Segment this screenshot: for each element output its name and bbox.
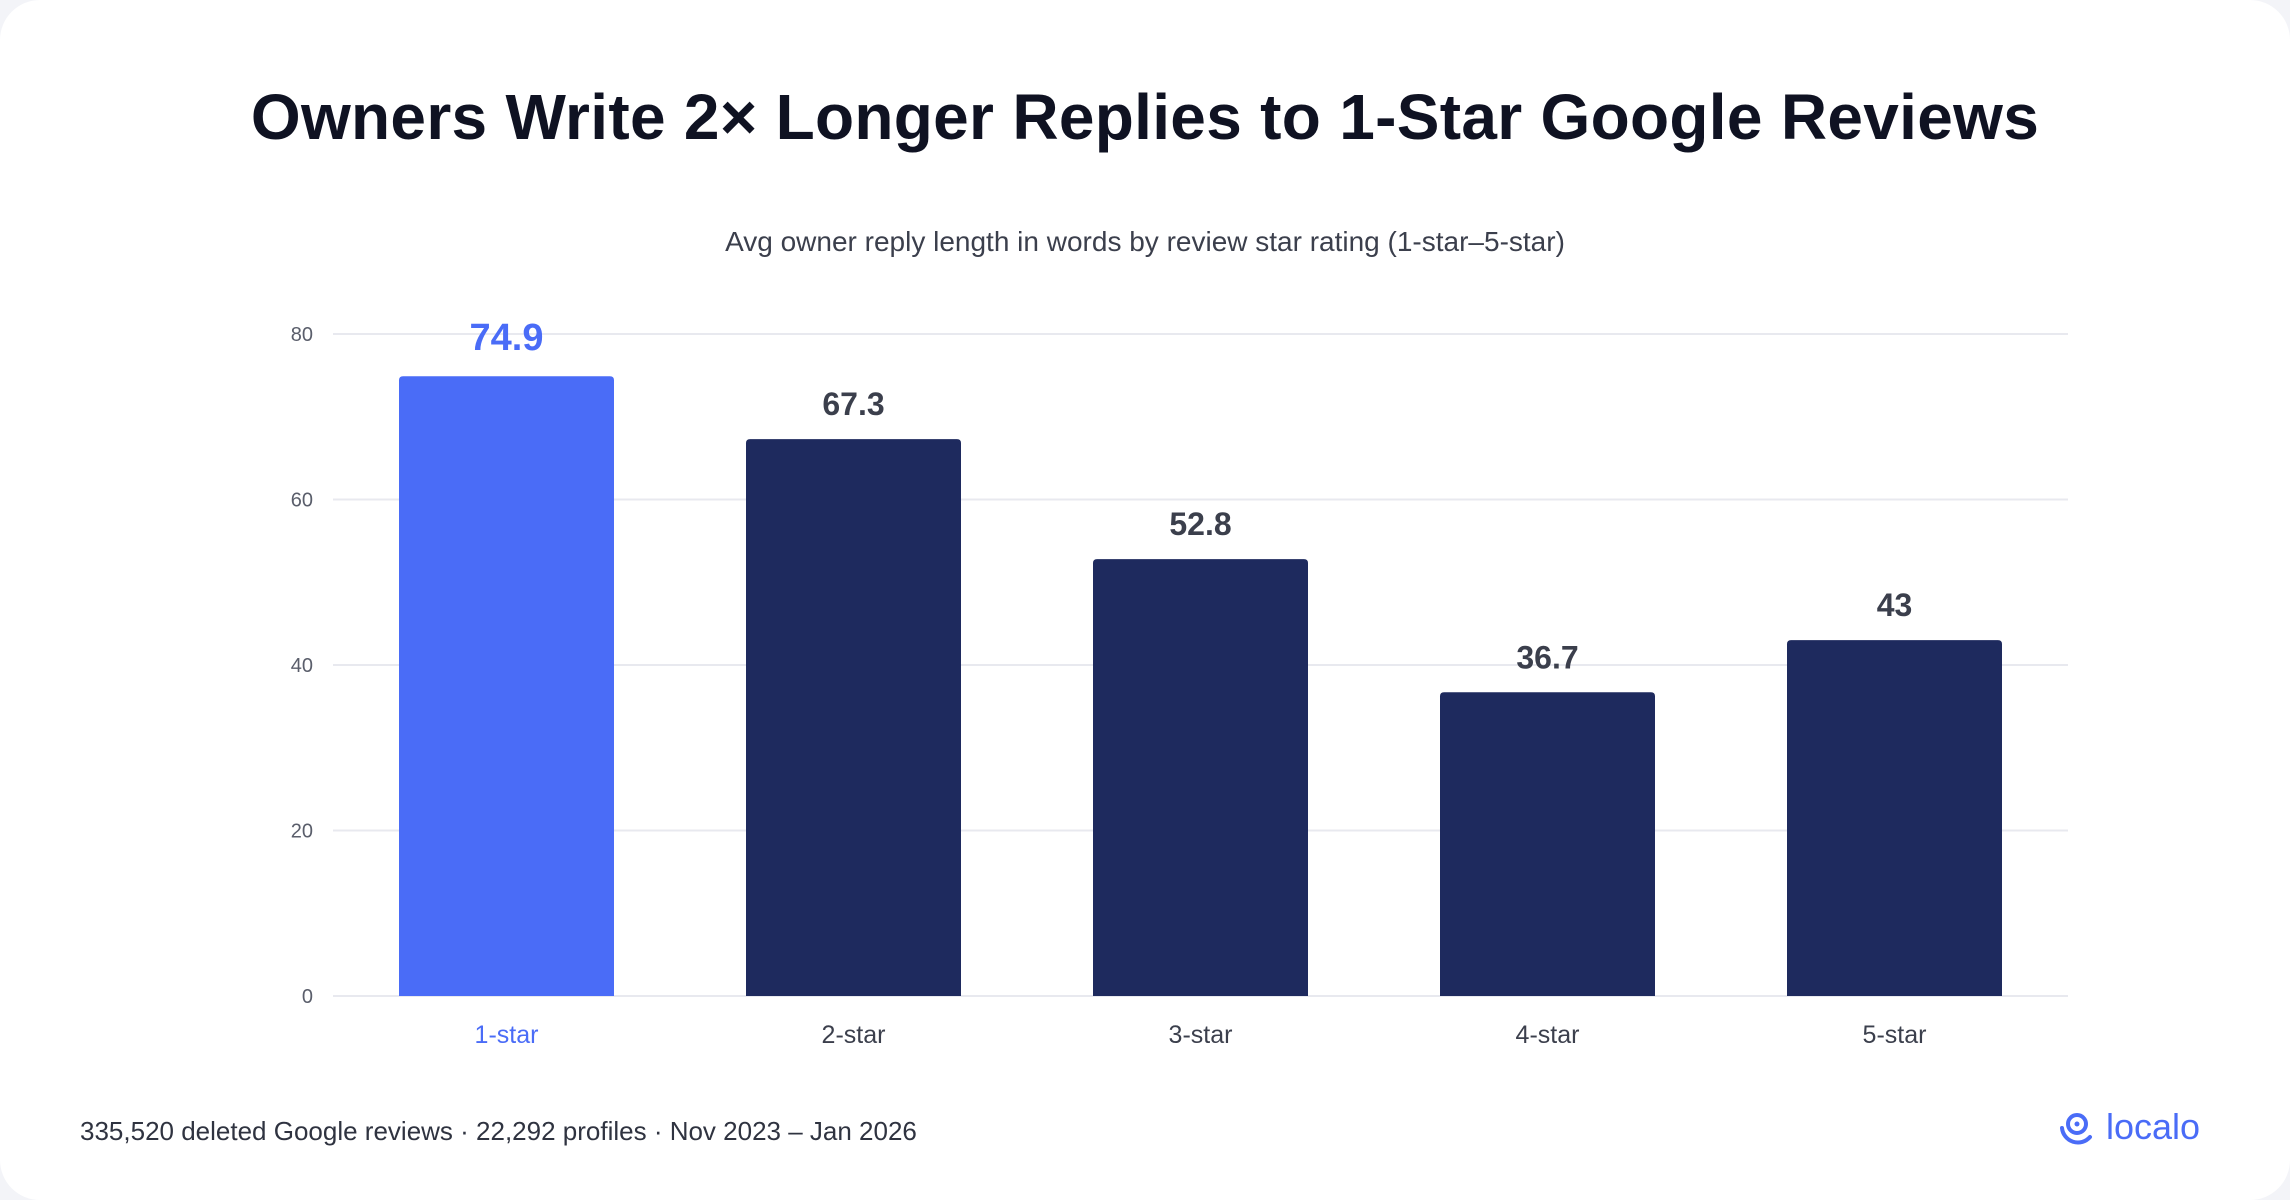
bar [1787, 640, 2002, 996]
bar-value-label: 74.9 [470, 317, 544, 359]
bar [746, 439, 961, 996]
bar-value-label: 36.7 [1516, 639, 1578, 675]
x-tick-label: 5-star [1863, 1021, 1927, 1049]
chart-title: Owners Write 2× Longer Replies to 1-Star… [250, 81, 2040, 153]
y-tick-label: 80 [291, 324, 313, 346]
bar [399, 376, 614, 996]
x-tick-label: 3-star [1169, 1021, 1233, 1049]
y-tick-label: 40 [291, 655, 313, 677]
brand-logo: localo [2056, 1106, 2200, 1148]
location-pin-icon [2060, 1113, 2092, 1145]
bar [1440, 692, 1655, 996]
x-tick-label: 2-star [822, 1021, 886, 1049]
brand-name: localo [2106, 1106, 2201, 1147]
chart-subtitle: Avg owner reply length in words by revie… [725, 226, 1565, 257]
y-tick-label: 60 [291, 490, 313, 512]
footer-note: 335,520 deleted Google reviews · 22,292 … [80, 1116, 917, 1146]
bar-value-label: 52.8 [1169, 506, 1231, 542]
x-tick-label: 1-star [475, 1021, 539, 1049]
bar [1093, 559, 1308, 996]
y-tick-label: 20 [291, 821, 313, 843]
bar-value-label: 43 [1877, 587, 1913, 623]
y-tick-label: 0 [302, 986, 313, 1008]
bar-value-label: 67.3 [822, 386, 884, 422]
x-tick-label: 4-star [1516, 1021, 1580, 1049]
